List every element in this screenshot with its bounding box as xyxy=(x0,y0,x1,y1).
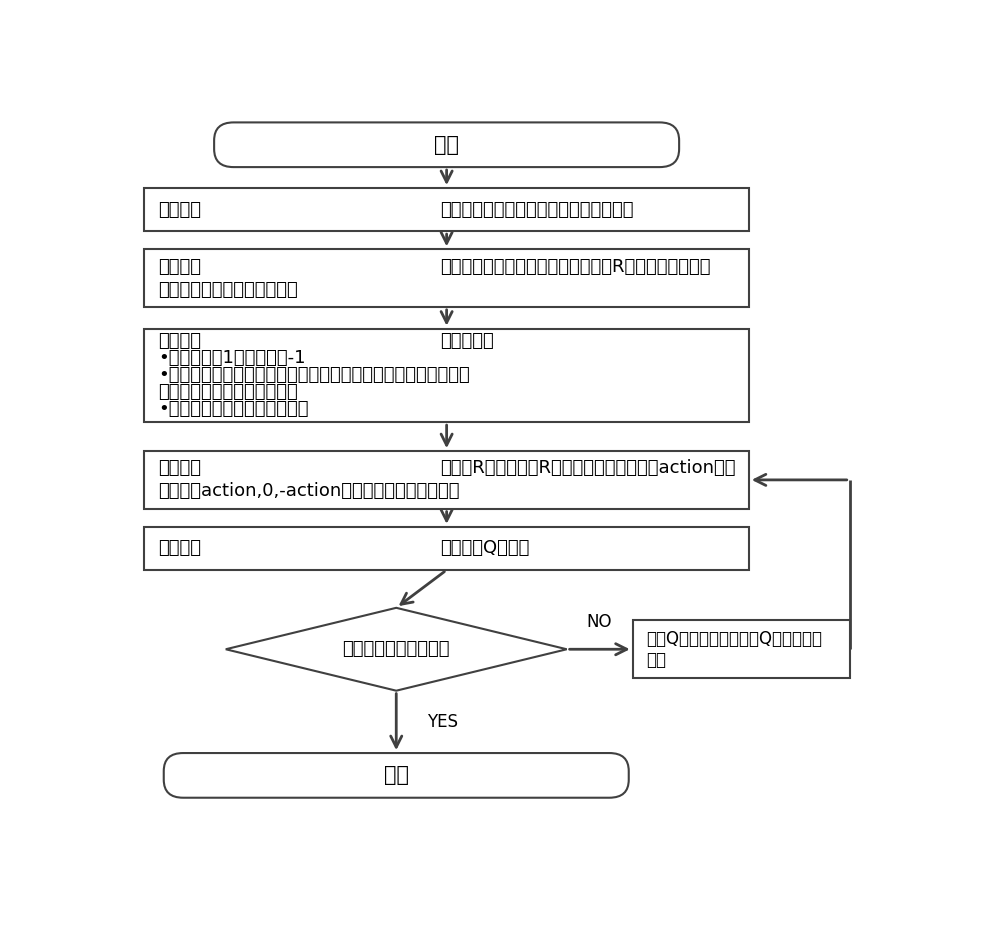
Text: NO: NO xyxy=(586,613,612,631)
Text: 建立动态Q值矩阵: 建立动态Q值矩阵 xyxy=(440,539,530,557)
Text: 第五步：: 第五步： xyxy=(158,539,201,557)
Text: •终点所处格子设为最大奖励值: •终点所处格子设为最大奖励值 xyxy=(158,401,309,418)
Text: 量化奖励值: 量化奖励值 xyxy=(440,332,494,350)
Text: •当前状态偏离路径中心值设为标量负奖励，当前状态所处位置距: •当前状态偏离路径中心值设为标量负奖励，当前状态所处位置距 xyxy=(158,366,470,385)
Text: 第一步：: 第一步： xyxy=(158,200,201,219)
Text: 设定与R关联的初始R矩阵，设定单位动作值action，建: 设定与R关联的初始R矩阵，设定单位动作值action，建 xyxy=(440,460,736,477)
Bar xyxy=(144,527,749,570)
Text: 路径起点距离设为标量正奖励: 路径起点距离设为标量正奖励 xyxy=(158,384,298,402)
Text: 根据给定路径及精度要求建立规划误差带: 根据给定路径及精度要求建立规划误差带 xyxy=(440,200,634,219)
Bar xyxy=(144,249,749,307)
FancyBboxPatch shape xyxy=(214,123,679,168)
Bar xyxy=(144,451,749,509)
Text: 第三步：: 第三步： xyxy=(158,332,201,350)
Bar xyxy=(144,188,749,231)
Text: 结束: 结束 xyxy=(384,766,409,785)
Text: 基于误差带网格建立动态奖励值模型R规定向前为正，向: 基于误差带网格建立动态奖励值模型R规定向前为正，向 xyxy=(440,257,711,275)
Bar xyxy=(144,329,749,422)
Text: 第四步：: 第四步： xyxy=(158,460,201,477)
Text: 第二步：: 第二步： xyxy=(158,257,201,275)
Text: 开始: 开始 xyxy=(434,135,459,154)
FancyBboxPatch shape xyxy=(164,753,629,797)
Bar xyxy=(633,621,850,678)
Text: 按照Q学习更新策略更新Q矩阵，重新
训练: 按照Q学习更新策略更新Q矩阵，重新 训练 xyxy=(647,630,823,668)
Text: 迭代次数到达设定上限: 迭代次数到达设定上限 xyxy=(342,640,450,658)
Polygon shape xyxy=(226,607,567,691)
Text: 后为负，误差带之外为负无穷: 后为负，误差带之外为负无穷 xyxy=(158,281,298,299)
Text: YES: YES xyxy=(427,713,458,731)
Text: 立关于（action,0,-action）的动作矩阵，开始动作: 立关于（action,0,-action）的动作矩阵，开始动作 xyxy=(158,482,460,501)
Text: •每向前动作1次，奖励值-1: •每向前动作1次，奖励值-1 xyxy=(158,349,306,367)
